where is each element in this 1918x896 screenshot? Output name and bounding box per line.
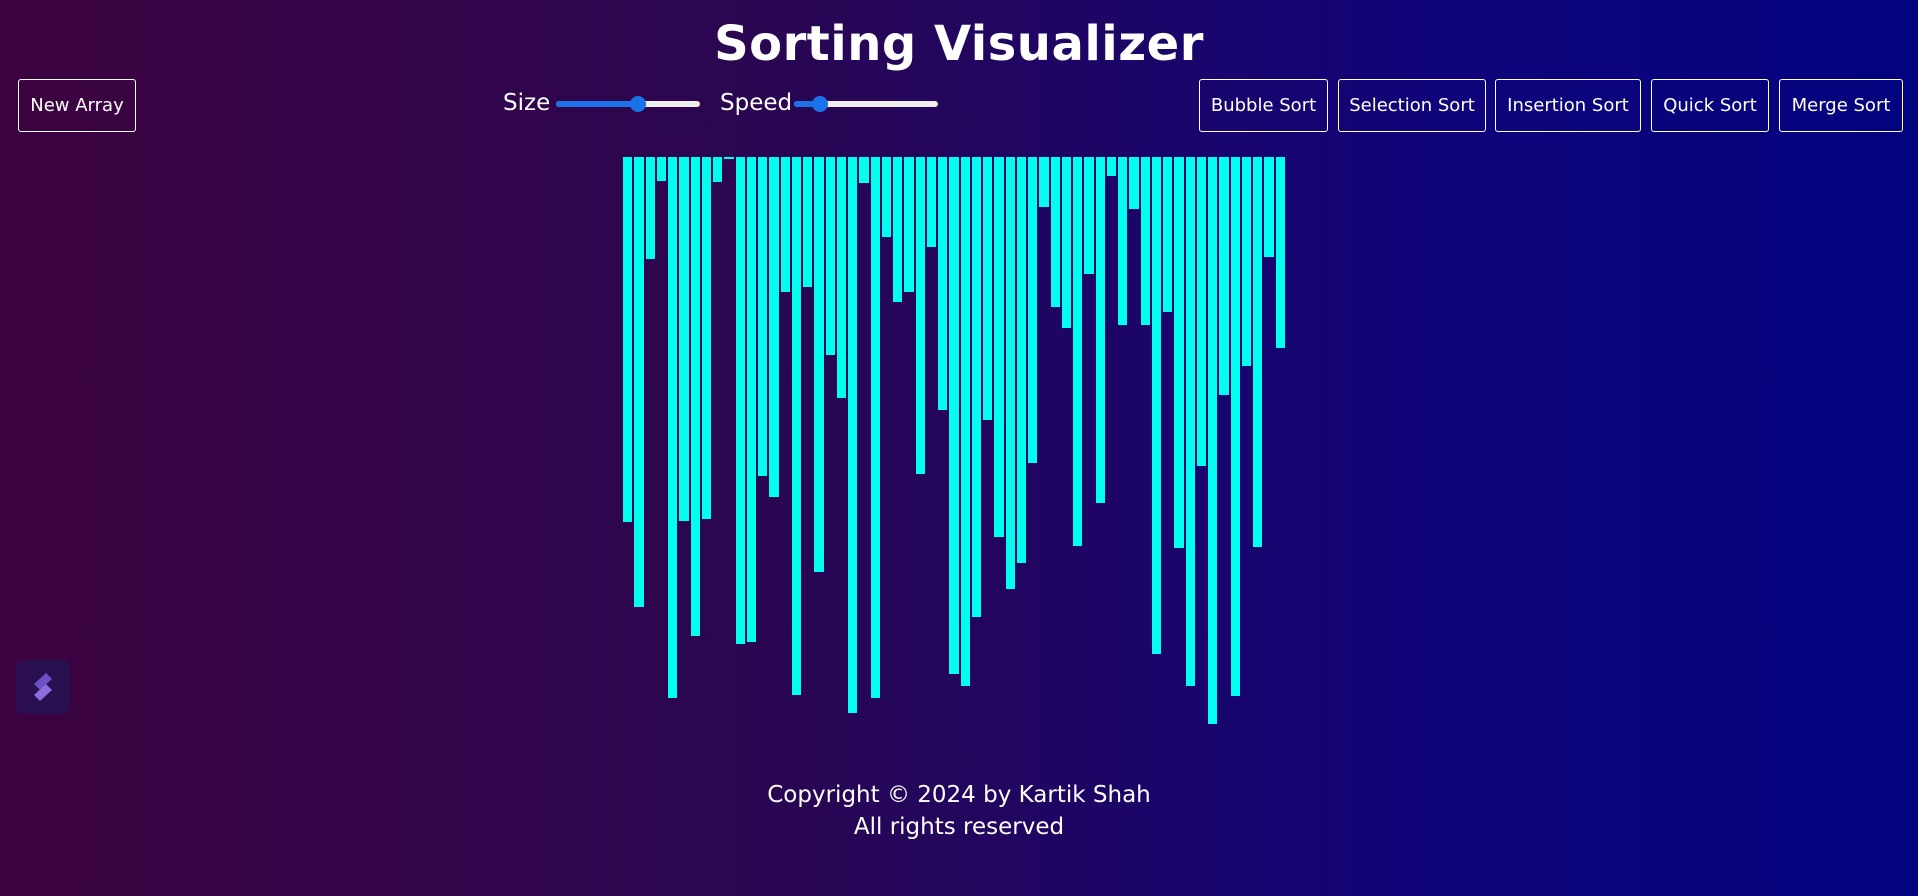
array-bar — [656, 157, 667, 181]
array-bar — [690, 157, 700, 636]
s-logo-badge[interactable] — [16, 660, 70, 714]
array-bar — [848, 157, 858, 713]
array-bar — [746, 157, 757, 642]
page-title: Sorting Visualizer — [714, 16, 1204, 72]
array-bar — [1208, 157, 1218, 724]
array-bar — [1016, 157, 1027, 563]
array-bar — [645, 157, 655, 259]
array-bar — [825, 157, 835, 355]
size-slider-thumb[interactable] — [630, 96, 647, 112]
array-bar — [668, 157, 678, 698]
array-bar — [634, 157, 644, 607]
array-bar — [938, 157, 948, 410]
array-bar — [1264, 157, 1274, 257]
array-bar — [1219, 157, 1229, 395]
array-bar — [713, 157, 723, 182]
speed-slider[interactable] — [794, 96, 938, 112]
array-bar — [724, 157, 734, 159]
size-slider[interactable] — [556, 96, 700, 112]
bubble-sort-button[interactable]: Bubble Sort — [1199, 79, 1328, 132]
array-bar — [679, 157, 689, 521]
array-bar — [701, 157, 712, 519]
array-bar — [780, 157, 790, 292]
array-bar — [1084, 157, 1094, 274]
array-bar — [904, 157, 914, 292]
array-bar — [1106, 157, 1117, 176]
array-bar — [758, 157, 768, 476]
array-bar — [1196, 157, 1207, 466]
array-bar — [791, 157, 802, 695]
array-bar — [1118, 157, 1128, 325]
array-bar — [893, 157, 903, 302]
insertion-sort-button[interactable]: Insertion Sort — [1495, 79, 1641, 132]
s-logo-icon — [34, 673, 52, 701]
array-bar — [1174, 157, 1184, 548]
array-bar — [1253, 157, 1263, 547]
speed-label: Speed — [720, 90, 793, 116]
array-bar — [1163, 157, 1173, 312]
array-bar — [1039, 157, 1049, 207]
selection-sort-button[interactable]: Selection Sort — [1338, 79, 1486, 132]
array-bar — [960, 157, 970, 686]
array-bar — [735, 157, 745, 644]
speed-slider-thumb[interactable] — [811, 96, 828, 112]
array-bar — [870, 157, 880, 698]
quick-sort-button[interactable]: Quick Sort — [1651, 79, 1769, 132]
array-bar — [1151, 157, 1162, 654]
array-bar — [859, 157, 869, 183]
array-bar — [623, 157, 633, 522]
size-label: Size — [503, 90, 551, 116]
array-bar — [1241, 157, 1252, 366]
size-slider-fill — [556, 101, 639, 107]
array-bar — [803, 157, 813, 287]
array-bar — [1140, 157, 1150, 325]
array-bar — [1050, 157, 1060, 307]
copyright-text: Copyright © 2024 by Kartik Shah — [767, 782, 1151, 808]
array-bar — [1095, 157, 1105, 503]
array-bar — [1185, 157, 1195, 686]
array-bar — [836, 157, 847, 398]
new-array-button[interactable]: New Array — [18, 79, 136, 132]
array-bar — [1005, 157, 1015, 589]
array-bar — [1230, 157, 1240, 696]
array-bar — [1073, 157, 1083, 546]
bar-array — [623, 157, 1298, 724]
array-bar — [769, 157, 779, 497]
array-bar — [971, 157, 982, 617]
array-bar — [1028, 157, 1038, 463]
array-bar — [881, 157, 892, 237]
speed-slider-track — [794, 101, 938, 107]
array-bar — [814, 157, 824, 572]
array-bar — [1275, 157, 1285, 348]
array-bar — [926, 157, 937, 247]
array-bar — [1061, 157, 1072, 328]
array-bar — [1129, 157, 1139, 209]
array-bar — [994, 157, 1004, 537]
merge-sort-button[interactable]: Merge Sort — [1779, 79, 1903, 132]
array-bar — [949, 157, 959, 674]
array-bar — [915, 157, 925, 474]
array-bar — [983, 157, 993, 420]
rights-text: All rights reserved — [853, 814, 1065, 840]
speed-slider-fill — [794, 101, 820, 107]
